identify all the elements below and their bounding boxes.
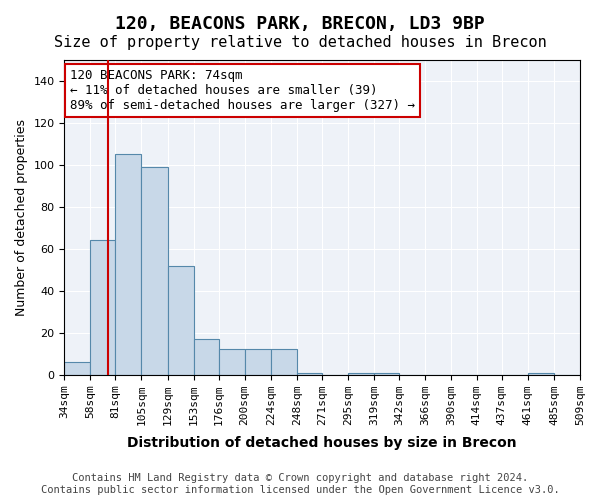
- Bar: [296, 372, 322, 374]
- Bar: [194, 339, 218, 374]
- Bar: [528, 372, 554, 374]
- Bar: [64, 362, 91, 374]
- Bar: [271, 350, 296, 374]
- Bar: [142, 167, 167, 374]
- Text: Contains HM Land Registry data © Crown copyright and database right 2024.
Contai: Contains HM Land Registry data © Crown c…: [41, 474, 559, 495]
- X-axis label: Distribution of detached houses by size in Brecon: Distribution of detached houses by size …: [127, 436, 517, 450]
- Text: Size of property relative to detached houses in Brecon: Size of property relative to detached ho…: [53, 35, 547, 50]
- Bar: [167, 266, 194, 374]
- Text: 120, BEACONS PARK, BRECON, LD3 9BP: 120, BEACONS PARK, BRECON, LD3 9BP: [115, 15, 485, 33]
- Y-axis label: Number of detached properties: Number of detached properties: [15, 119, 28, 316]
- Bar: [218, 350, 245, 374]
- Bar: [348, 372, 374, 374]
- Text: 120 BEACONS PARK: 74sqm
← 11% of detached houses are smaller (39)
89% of semi-de: 120 BEACONS PARK: 74sqm ← 11% of detache…: [70, 70, 415, 112]
- Bar: [91, 240, 115, 374]
- Bar: [374, 372, 399, 374]
- Bar: [115, 154, 142, 374]
- Bar: [245, 350, 271, 374]
